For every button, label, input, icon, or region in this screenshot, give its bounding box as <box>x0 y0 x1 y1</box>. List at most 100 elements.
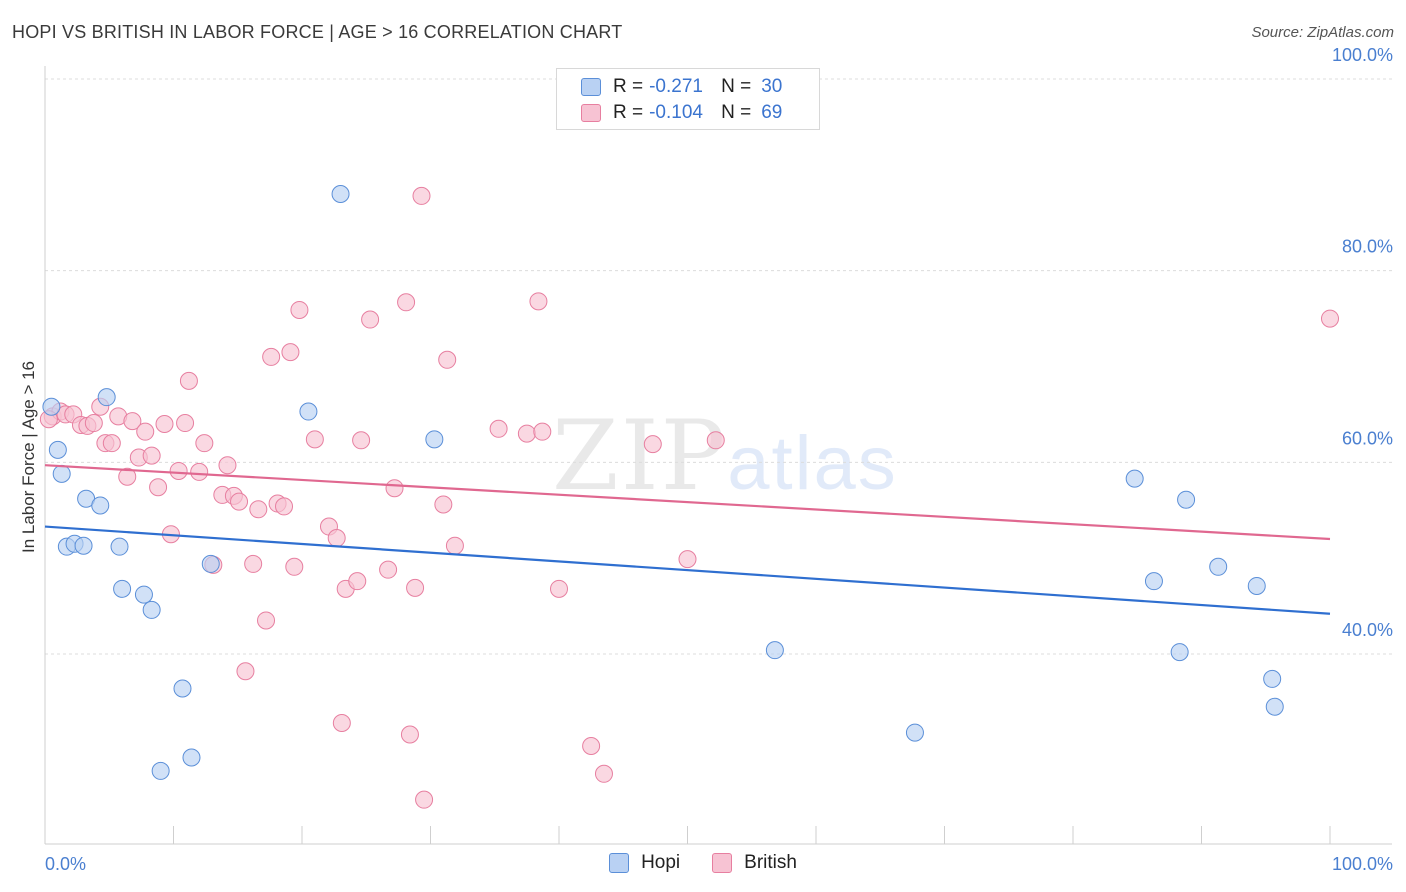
british-point-49 <box>397 293 416 312</box>
x-tick-label-left: 0.0% <box>45 854 86 874</box>
watermark-atlas: atlas <box>727 421 898 506</box>
british-point-61 <box>550 579 568 598</box>
hopi-point-29 <box>1265 697 1284 716</box>
stats-legend: R = -0.271 N = 30 R = -0.104 N = 69 <box>556 68 820 130</box>
x-tick-label-right: 100.0% <box>1332 854 1393 874</box>
british-point-67 <box>1321 309 1339 328</box>
british-point-42 <box>332 714 351 732</box>
british-point-64 <box>643 435 662 454</box>
british-point-62 <box>582 737 601 755</box>
british-r-label: R = <box>613 102 644 123</box>
british-point-54 <box>434 495 453 514</box>
hopi-r-value: -0.271 <box>649 76 703 97</box>
chart-title: HOPI VS BRITISH IN LABOR FORCE | AGE > 1… <box>12 22 623 42</box>
british-point-9 <box>102 434 121 453</box>
hopi-legend-label: Hopi <box>641 852 681 873</box>
hopi-point-16 <box>201 554 220 573</box>
british-point-37 <box>285 557 304 576</box>
y-tick-label-60: 60.0% <box>1342 428 1393 448</box>
british-point-44 <box>348 572 367 591</box>
hopi-point-27 <box>1247 576 1266 595</box>
british-point-23 <box>195 434 214 453</box>
hopi-point-15 <box>182 748 201 767</box>
hopi-point-0 <box>42 397 61 416</box>
y-tick-label-40: 40.0% <box>1342 620 1393 640</box>
hopi-point-5 <box>74 536 93 555</box>
british-point-14 <box>136 422 155 441</box>
british-point-52 <box>412 186 431 205</box>
british-n-value: 69 <box>761 102 783 123</box>
legend-item-british[interactable]: British <box>712 852 797 874</box>
british-n-label: N = <box>721 102 752 123</box>
hopi-point-20 <box>765 641 784 660</box>
hopi-point-2 <box>52 464 71 483</box>
hopi-point-9 <box>110 537 129 556</box>
british-point-63 <box>594 764 613 783</box>
british-point-16 <box>149 478 168 497</box>
british-legend-label: British <box>744 852 797 873</box>
british-point-12 <box>123 412 142 431</box>
british-swatch <box>581 104 601 122</box>
hopi-point-8 <box>97 388 116 407</box>
british-point-45 <box>352 431 371 450</box>
legend-item-hopi[interactable]: Hopi <box>609 852 680 874</box>
british-point-15 <box>142 446 161 465</box>
british-legend-swatch <box>712 853 733 873</box>
british-point-30 <box>244 554 263 573</box>
hopi-n-label: N = <box>721 76 752 97</box>
british-point-38 <box>290 300 309 319</box>
british-point-11 <box>118 467 137 486</box>
british-point-48 <box>385 479 404 498</box>
british-point-53 <box>415 790 434 809</box>
trend-lines <box>44 464 1331 615</box>
y-tick-label-100: 100.0% <box>1332 45 1393 65</box>
data-points <box>39 185 1339 809</box>
british-trend-line <box>44 464 1331 541</box>
hopi-legend-swatch <box>609 853 630 873</box>
british-point-41 <box>327 529 346 548</box>
british-point-60 <box>533 422 552 441</box>
british-point-57 <box>489 419 508 438</box>
hopi-point-17 <box>299 402 318 421</box>
british-point-17 <box>155 415 174 433</box>
hopi-point-26 <box>1209 557 1228 576</box>
hopi-r-label: R = <box>613 76 644 97</box>
hopi-point-28 <box>1263 669 1282 688</box>
british-point-56 <box>445 536 464 555</box>
hopi-point-22 <box>1125 469 1144 488</box>
axes <box>44 66 1392 845</box>
hopi-point-13 <box>151 761 170 780</box>
british-point-28 <box>230 492 249 511</box>
british-point-31 <box>249 500 268 519</box>
british-point-36 <box>281 343 300 362</box>
british-point-26 <box>218 456 237 475</box>
british-point-35 <box>275 497 294 516</box>
hopi-n-value: 30 <box>761 76 783 97</box>
series-legend: Hopi British <box>0 852 1406 874</box>
british-point-50 <box>400 725 419 744</box>
british-point-55 <box>438 350 457 369</box>
hopi-point-14 <box>173 679 192 698</box>
british-point-46 <box>361 310 380 329</box>
british-point-29 <box>236 662 255 681</box>
hopi-point-11 <box>134 585 153 604</box>
source-attribution: Source: ZipAtlas.com <box>1251 24 1394 41</box>
british-point-47 <box>379 560 398 579</box>
y-tick-label-80: 80.0% <box>1342 237 1393 257</box>
legend-row-british: R = -0.104 N = 69 <box>581 101 782 125</box>
british-point-6 <box>84 414 103 433</box>
hopi-point-23 <box>1144 572 1163 591</box>
british-point-66 <box>706 431 725 450</box>
hopi-point-7 <box>91 496 110 515</box>
hopi-point-21 <box>905 723 924 742</box>
hopi-point-24 <box>1170 643 1189 662</box>
hopi-point-18 <box>331 185 350 203</box>
y-axis-title: In Labor Force | Age > 16 <box>19 361 38 553</box>
legend-row-hopi: R = -0.271 N = 30 <box>581 75 782 99</box>
british-point-59 <box>529 292 548 311</box>
hopi-point-10 <box>113 579 132 598</box>
hopi-point-19 <box>425 430 444 449</box>
british-point-22 <box>190 462 209 481</box>
tick-labels: 40.0% 60.0% 80.0% 100.0% 0.0% 100.0% In Labor … <box>19 45 1393 874</box>
